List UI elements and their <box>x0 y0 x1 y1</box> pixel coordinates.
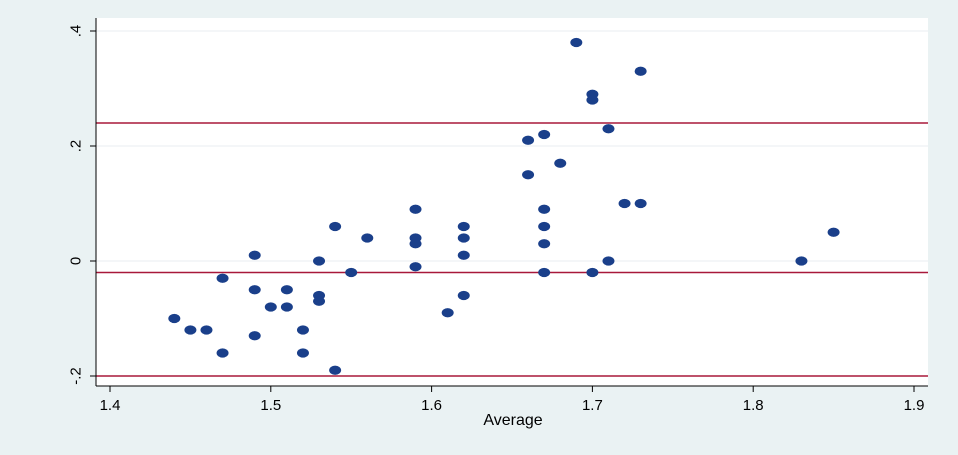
x-tick-label-4: 1.8 <box>743 397 764 414</box>
data-point-8 <box>264 302 277 312</box>
data-point-13 <box>313 256 326 266</box>
data-point-34 <box>538 239 551 249</box>
data-point-44 <box>634 66 647 76</box>
data-point-23 <box>409 262 422 272</box>
data-point-41 <box>602 124 615 134</box>
data-point-33 <box>538 221 551 232</box>
axes <box>95 18 928 387</box>
data-point-3 <box>216 273 229 283</box>
data-point-27 <box>457 250 470 260</box>
data-point-24 <box>441 308 454 318</box>
x-axis-ticks: 1.4 1.5 1.6 1.7 1.8 1.9 <box>100 386 925 414</box>
data-point-30 <box>522 170 535 180</box>
data-point-40 <box>586 267 599 278</box>
data-point-31 <box>538 129 551 140</box>
y-tick-label-0: -.2 <box>68 367 85 385</box>
x-tick-label-1: 1.5 <box>260 397 281 414</box>
data-point-4 <box>216 348 229 358</box>
data-point-11 <box>296 325 309 335</box>
data-point-7 <box>248 331 261 341</box>
y-tick-label-2: .2 <box>68 140 85 153</box>
x-tick-label-5: 1.9 <box>904 397 925 414</box>
data-point-46 <box>795 256 808 266</box>
plot-area <box>96 18 928 386</box>
y-axis-ticks: -.2 0 .2 .4 <box>68 25 96 385</box>
data-point-10 <box>280 302 293 312</box>
data-point-19 <box>361 233 374 243</box>
data-point-37 <box>570 37 583 48</box>
data-point-29 <box>522 135 535 145</box>
x-tick-label-0: 1.4 <box>100 397 121 414</box>
data-point-17 <box>329 365 342 375</box>
y-tick-label-1: 0 <box>68 257 85 265</box>
data-point-15 <box>313 296 326 306</box>
x-tick-label-2: 1.6 <box>421 397 442 414</box>
data-point-12 <box>296 348 309 358</box>
data-point-6 <box>248 285 261 295</box>
data-point-22 <box>409 239 422 249</box>
x-tick-label-3: 1.7 <box>582 397 603 414</box>
data-point-42 <box>602 256 615 266</box>
data-point-28 <box>457 290 470 301</box>
data-point-43 <box>618 198 631 209</box>
data-points <box>168 37 840 375</box>
data-point-32 <box>538 204 551 214</box>
reference-lines <box>96 122 928 377</box>
data-point-1 <box>184 325 197 335</box>
data-point-5 <box>248 250 261 260</box>
data-point-2 <box>200 325 213 335</box>
data-point-47 <box>827 227 840 237</box>
data-point-0 <box>168 313 181 324</box>
data-point-45 <box>634 198 647 209</box>
data-point-16 <box>329 221 342 232</box>
x-axis-title: Average <box>483 412 542 429</box>
data-point-9 <box>280 285 293 295</box>
data-point-36 <box>554 158 567 168</box>
y-tick-label-3: .4 <box>68 25 85 38</box>
data-point-18 <box>345 267 358 278</box>
data-point-35 <box>538 267 551 278</box>
data-point-26 <box>457 233 470 243</box>
data-point-25 <box>457 221 470 232</box>
data-point-20 <box>409 204 422 214</box>
data-point-39 <box>586 95 599 105</box>
